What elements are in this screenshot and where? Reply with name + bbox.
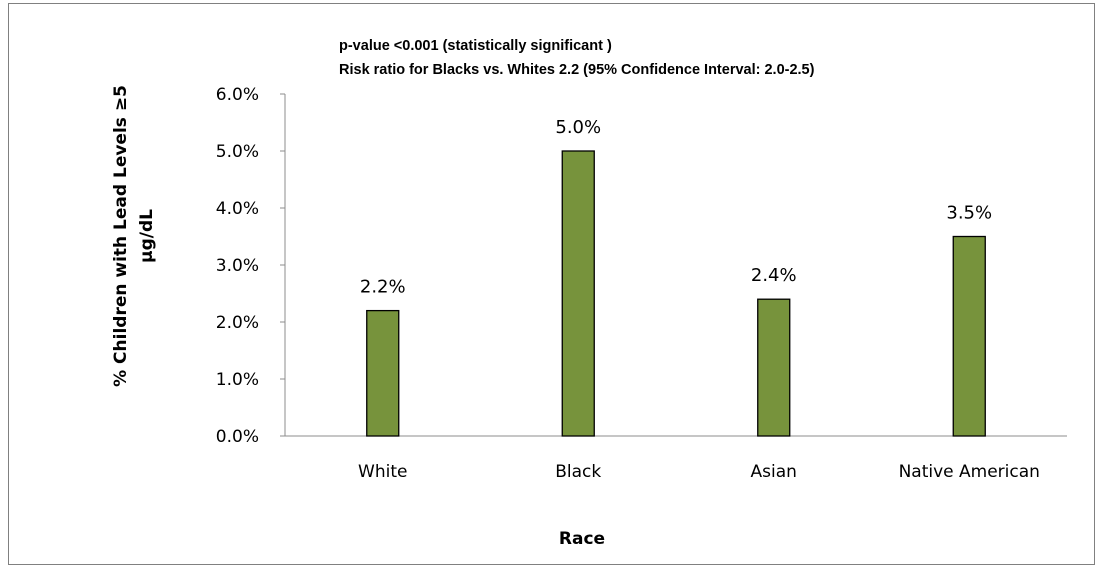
annotation-pvalue: p-value <0.001 (statistically significan… bbox=[339, 38, 612, 54]
annotation-risk-ratio: Risk ratio for Blacks vs. Whites 2.2 (95… bbox=[339, 62, 815, 78]
y-tick-label: 4.0% bbox=[216, 199, 259, 219]
x-axis-title: Race bbox=[559, 529, 605, 549]
y-tick-label: 2.0% bbox=[216, 313, 259, 333]
bar-chart: p-value <0.001 (statistically significan… bbox=[111, 38, 1067, 549]
data-label: 2.2% bbox=[360, 277, 406, 298]
x-tick-label: Native American bbox=[899, 462, 1040, 482]
y-tick-label: 3.0% bbox=[216, 256, 259, 276]
x-tick-label: Black bbox=[555, 462, 601, 482]
y-tick-label: 6.0% bbox=[216, 85, 259, 105]
chart-frame: p-value <0.001 (statistically significan… bbox=[8, 3, 1095, 565]
y-axis-title-line-1: % Children with Lead Levels ≥5 bbox=[111, 85, 131, 387]
data-label: 5.0% bbox=[555, 117, 601, 138]
x-tick-label: White bbox=[358, 462, 407, 482]
y-axis-title-line-2: µg/dL bbox=[137, 209, 157, 263]
y-axis-title: % Children with Lead Levels ≥5 µg/dL bbox=[111, 85, 157, 387]
bar-white bbox=[366, 309, 400, 437]
y-tick-label: 5.0% bbox=[216, 142, 259, 162]
bar-asian bbox=[757, 298, 791, 437]
data-label: 3.5% bbox=[946, 203, 992, 224]
y-tick-label: 0.0% bbox=[216, 427, 259, 447]
x-tick-label: Asian bbox=[751, 462, 797, 482]
bar-black bbox=[561, 150, 595, 437]
plot-area: 0.0% 1.0% 2.0% 3.0% 4.0% 5.0% 6.0% 2.2% White 5.0… bbox=[216, 85, 1067, 482]
data-label: 2.4% bbox=[751, 265, 797, 286]
bar-native-american bbox=[952, 235, 986, 437]
y-tick-label: 1.0% bbox=[216, 370, 259, 390]
